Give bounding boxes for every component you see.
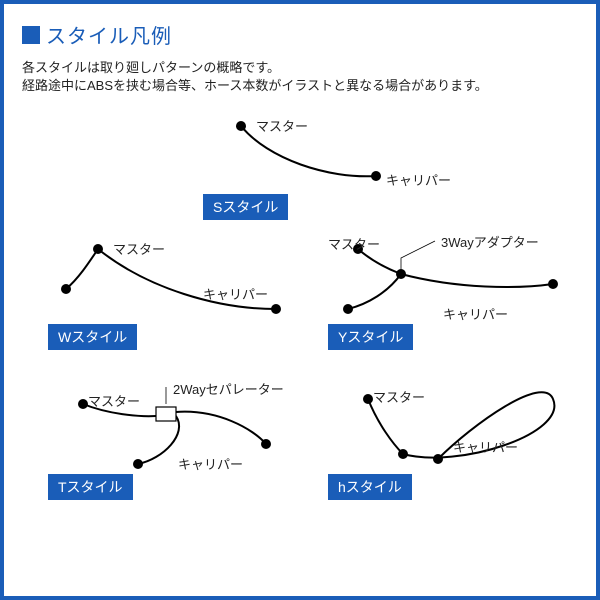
s-style-badge: Sスタイル xyxy=(203,194,288,220)
diagram-svg xyxy=(8,114,600,596)
h-master-label: マスター xyxy=(373,387,425,406)
t-master-label: マスター xyxy=(88,391,140,410)
w-caliper-label: キャリパー xyxy=(203,284,268,303)
s-master-label: マスター xyxy=(256,116,308,135)
t-caliper-label: キャリパー xyxy=(178,454,243,473)
header: スタイル凡例 各スタイルは取り廻しパターンの概略です。 経路途中にABSを挟む場… xyxy=(4,4,596,103)
y-style-hose-branch2 xyxy=(401,274,553,287)
y-adapter-label: 3Wayアダプター xyxy=(441,232,539,251)
t-separator-icon xyxy=(156,407,176,421)
h-caliper2-node xyxy=(433,454,443,464)
t-separator-label: 2Wayセパレーター xyxy=(173,379,284,398)
h-style-badge: hスタイル xyxy=(328,474,412,500)
w-caliper2-node xyxy=(271,304,281,314)
page-title: スタイル凡例 xyxy=(46,20,172,49)
w-master-label: マスター xyxy=(113,239,165,258)
h-master-node xyxy=(363,394,373,404)
t-caliper1-node xyxy=(133,459,143,469)
t-style-hose-out2 xyxy=(176,412,266,444)
t-style-badge: Tスタイル xyxy=(48,474,133,500)
y-master-label: マスター xyxy=(328,234,380,253)
t-master-node xyxy=(78,399,88,409)
w-style-badge: Wスタイル xyxy=(48,324,137,350)
t-style-hose-out1 xyxy=(138,416,179,464)
h-style-hose-1 xyxy=(368,399,403,454)
s-caliper-label: キャリパー xyxy=(386,170,451,189)
y-caliper-label: キャリパー xyxy=(443,304,508,323)
title-row: スタイル凡例 xyxy=(22,20,578,49)
y-joint-node xyxy=(396,269,406,279)
h-caliper-label: キャリパー xyxy=(453,437,518,456)
w-caliper1-node xyxy=(61,284,71,294)
desc-line-2: 経路途中にABSを挟む場合等、ホース本数がイラストと異なる場合があります。 xyxy=(22,77,578,95)
y-style-badge: Yスタイル xyxy=(328,324,413,350)
y-caliper2-node xyxy=(548,279,558,289)
w-master-node xyxy=(93,244,103,254)
y-adapter-leader xyxy=(401,241,435,274)
h-caliper1-node xyxy=(398,449,408,459)
title-bullet-icon xyxy=(22,26,40,44)
s-master-node xyxy=(236,121,246,131)
y-style-hose-branch1 xyxy=(348,274,401,309)
t-caliper2-node xyxy=(261,439,271,449)
diagram-area: マスターキャリパーSスタイルマスターキャリパーWスタイルマスター3Wayアダプタ… xyxy=(8,114,600,596)
s-caliper-node xyxy=(371,171,381,181)
desc-line-1: 各スタイルは取り廻しパターンの概略です。 xyxy=(22,59,578,77)
w-style-hose-1 xyxy=(66,249,98,289)
y-caliper1-node xyxy=(343,304,353,314)
description: 各スタイルは取り廻しパターンの概略です。 経路途中にABSを挟む場合等、ホース本… xyxy=(22,59,578,95)
